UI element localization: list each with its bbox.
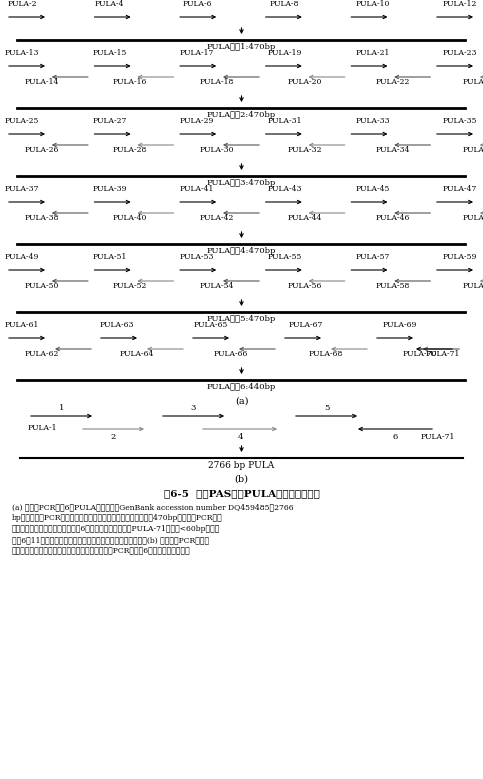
Text: PULA-31: PULA-31	[268, 117, 302, 125]
Text: PULA-34: PULA-34	[375, 146, 410, 154]
Text: 1: 1	[59, 404, 64, 412]
Text: PULA-69: PULA-69	[383, 321, 417, 329]
Text: PULA-55: PULA-55	[268, 253, 302, 261]
Text: PULA-38: PULA-38	[25, 214, 59, 222]
Text: PULA-6: PULA-6	[183, 0, 212, 8]
Text: PULA片段2:470bp: PULA片段2:470bp	[207, 111, 276, 119]
Text: PULA-25: PULA-25	[5, 117, 39, 125]
Text: PULA-70: PULA-70	[403, 350, 437, 358]
Text: 6: 6	[392, 433, 398, 441]
Text: PULA-57: PULA-57	[355, 253, 390, 261]
Text: 2: 2	[111, 433, 116, 441]
Text: PULA-36: PULA-36	[463, 146, 483, 154]
Text: 4: 4	[237, 433, 243, 441]
Text: PULA-59: PULA-59	[443, 253, 477, 261]
Text: 片段6有11个碱核苷酸。最后一个反向引物的寡核苷酸是奇数。(b) 在第二次PCR中，使: 片段6有11个碱核苷酸。最后一个反向引物的寡核苷酸是奇数。(b) 在第二次PCR…	[12, 536, 209, 544]
Text: PULA-19: PULA-19	[268, 49, 302, 57]
Text: PULA-46: PULA-46	[375, 214, 410, 222]
Text: PULA-54: PULA-54	[200, 282, 234, 290]
Text: PULA-29: PULA-29	[180, 117, 214, 125]
Text: PULA-45: PULA-45	[355, 185, 390, 193]
Text: PULA-33: PULA-33	[355, 117, 390, 125]
Text: PULA-23: PULA-23	[443, 49, 477, 57]
Text: PULA-12: PULA-12	[443, 0, 477, 8]
Text: PULA-43: PULA-43	[268, 185, 302, 193]
Text: PULA-30: PULA-30	[200, 146, 234, 154]
Text: PULA-26: PULA-26	[25, 146, 59, 154]
Text: PULA-48: PULA-48	[463, 214, 483, 222]
Text: PULA-71: PULA-71	[426, 350, 460, 358]
Text: PULA-63: PULA-63	[99, 321, 134, 329]
Text: PULA-66: PULA-66	[214, 350, 248, 358]
Text: PULA-68: PULA-68	[308, 350, 342, 358]
Text: PULA-10: PULA-10	[355, 0, 390, 8]
Text: PULA片段6:440bp: PULA片段6:440bp	[207, 383, 276, 391]
Text: 2766 bp PULA: 2766 bp PULA	[208, 461, 275, 470]
Text: PULA-51: PULA-51	[92, 253, 127, 261]
Text: 用两个最外端的寡核苷酸作为引物，把所有第一次PCR产生的6个片段装配成全基因: 用两个最外端的寡核苷酸作为引物，把所有第一次PCR产生的6个片段装配成全基因	[12, 547, 191, 555]
Text: bp）。第一次PCR合成的片段覆盖了整个基因，每个片段长度为470bp。第二次PCR把所: bp）。第一次PCR合成的片段覆盖了整个基因，每个片段长度为470bp。第二次P…	[12, 514, 223, 522]
Text: PULA-47: PULA-47	[443, 185, 477, 193]
Text: PULA-8: PULA-8	[270, 0, 299, 8]
Text: PULA-65: PULA-65	[194, 321, 228, 329]
Text: PULA-21: PULA-21	[355, 49, 390, 57]
Text: PULA-2: PULA-2	[7, 0, 37, 8]
Text: PULA-37: PULA-37	[5, 185, 39, 193]
Text: PULA片段5:470bp: PULA片段5:470bp	[207, 315, 276, 323]
Text: (a): (a)	[235, 397, 248, 406]
Text: PULA-56: PULA-56	[287, 282, 322, 290]
Text: PULA-58: PULA-58	[375, 282, 410, 290]
Text: PULA-18: PULA-18	[200, 78, 234, 86]
Text: PULA-27: PULA-27	[92, 117, 127, 125]
Text: PULA-41: PULA-41	[180, 185, 214, 193]
Text: PULA片段3:470bp: PULA片段3:470bp	[207, 179, 276, 187]
Text: 图6-5  基于PAS法的PULA基因全长的合成: 图6-5 基于PAS法的PULA基因全长的合成	[164, 489, 319, 498]
Text: PULA-64: PULA-64	[119, 350, 154, 358]
Text: PULA-15: PULA-15	[92, 49, 127, 57]
Text: PULA-28: PULA-28	[113, 146, 147, 154]
Text: PULA-40: PULA-40	[113, 214, 147, 222]
Text: PULA-60: PULA-60	[463, 282, 483, 290]
Text: PULA-44: PULA-44	[287, 214, 322, 222]
Text: PULA-16: PULA-16	[113, 78, 147, 86]
Text: PULA片段1:470bp: PULA片段1:470bp	[207, 43, 276, 51]
Text: PULA-52: PULA-52	[113, 282, 147, 290]
Text: PULA-62: PULA-62	[25, 350, 59, 358]
Text: (b): (b)	[235, 475, 248, 484]
Text: PULA-35: PULA-35	[443, 117, 477, 125]
Text: PULA-53: PULA-53	[180, 253, 214, 261]
Text: PULA-49: PULA-49	[5, 253, 39, 261]
Text: 有的片段装配成全基因。因为片段6是最后一个片段，引物PULA-71的长度<60bp，因此: 有的片段装配成全基因。因为片段6是最后一个片段，引物PULA-71的长度<60b…	[12, 525, 220, 533]
Text: PULA-17: PULA-17	[180, 49, 214, 57]
Text: PULA-67: PULA-67	[288, 321, 323, 329]
Text: PULA-20: PULA-20	[287, 78, 322, 86]
Text: PULA-14: PULA-14	[25, 78, 59, 86]
Text: PULA-32: PULA-32	[287, 146, 322, 154]
Text: PULA-39: PULA-39	[92, 185, 127, 193]
Text: 5: 5	[324, 404, 329, 412]
Text: PULA-1: PULA-1	[28, 424, 57, 432]
Text: PULA-71: PULA-71	[421, 433, 455, 441]
Text: PULA-61: PULA-61	[5, 321, 39, 329]
Text: PULA-4: PULA-4	[95, 0, 124, 8]
Text: PULA片段4:470bp: PULA片段4:470bp	[207, 247, 276, 255]
Text: PULA-22: PULA-22	[375, 78, 410, 86]
Text: PULA-24: PULA-24	[463, 78, 483, 86]
Text: PULA-42: PULA-42	[200, 214, 234, 222]
Text: PULA-50: PULA-50	[25, 282, 59, 290]
Text: 3: 3	[191, 404, 196, 412]
Text: (a) 第一次PCR合成6个PULA基因片段（GenBank accession number DQ459485；2766: (a) 第一次PCR合成6个PULA基因片段（GenBank accession…	[12, 503, 294, 511]
Text: PULA-13: PULA-13	[5, 49, 39, 57]
